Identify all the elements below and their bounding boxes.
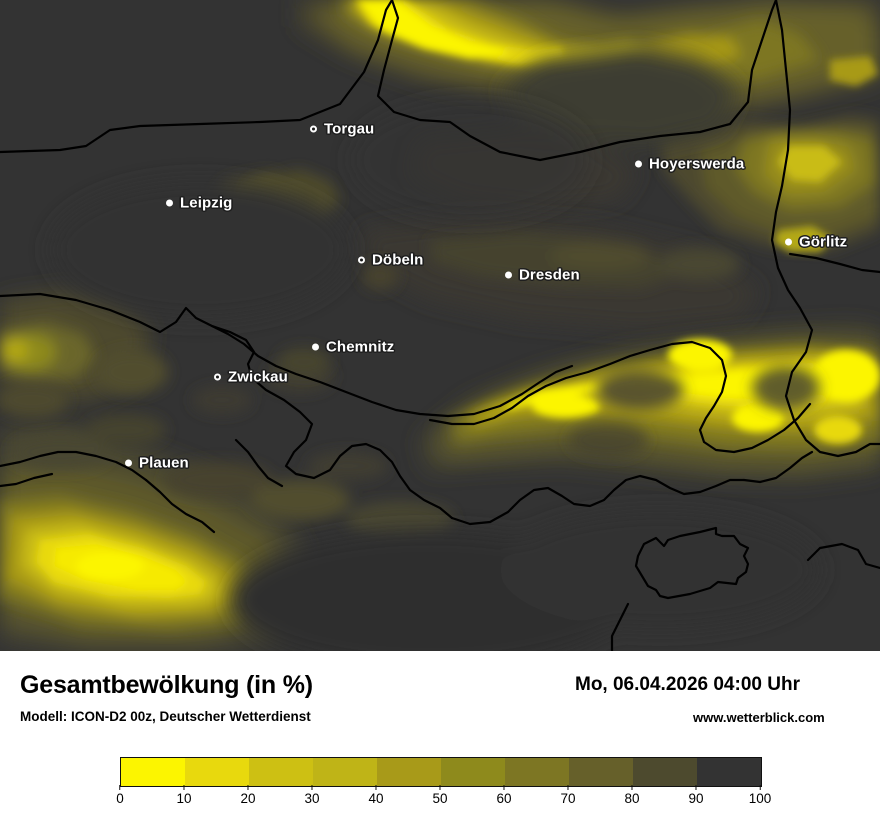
tick-label: 100: [748, 791, 772, 806]
scale-tick: 10: [176, 785, 192, 806]
tick-mark: [695, 785, 697, 790]
city-name: Dresden: [519, 266, 580, 284]
city-label-hoyerswerda[interactable]: Hoyerswerda: [635, 156, 744, 173]
city-label-plauen[interactable]: Plauen: [125, 455, 189, 472]
city-marker-icon: [310, 125, 317, 133]
city-label-zwickau[interactable]: Zwickau: [214, 369, 288, 386]
scale-tick: 50: [432, 785, 448, 806]
city-label-dresden[interactable]: Dresden: [505, 267, 580, 284]
city-marker-icon: [635, 160, 642, 168]
city-marker-icon: [785, 238, 792, 246]
city-label-doebeln[interactable]: Döbeln: [358, 252, 423, 269]
tick-label: 50: [432, 791, 448, 806]
tick-label: 80: [624, 791, 640, 806]
tick-mark: [119, 785, 121, 790]
tick-mark: [503, 785, 505, 790]
scale-tick: 30: [304, 785, 320, 806]
city-marker-icon: [166, 199, 173, 207]
scale-tick: 70: [560, 785, 576, 806]
scale-tick: 100: [748, 785, 772, 806]
tick-label: 10: [176, 791, 192, 806]
tick-mark: [247, 785, 249, 790]
tick-label: 90: [688, 791, 704, 806]
color-scale-ticks: 0 10 20 30 40 50 60 70 80 90 100: [116, 785, 771, 811]
cloud-cover-map[interactable]: Torgau Hoyerswerda Leipzig Görlitz Döbel…: [0, 0, 880, 651]
color-band-30-40: [313, 758, 377, 786]
color-band-70-80: [569, 758, 633, 786]
administrative-borders: [0, 0, 880, 651]
map-raster-and-borders: [0, 0, 880, 651]
tick-mark: [631, 785, 633, 790]
tick-label: 60: [496, 791, 512, 806]
cloud-field: [0, 0, 880, 651]
tick-mark: [375, 785, 377, 790]
scale-tick: 20: [240, 785, 256, 806]
page-title: Gesamtbewölkung (in %): [20, 671, 313, 699]
tick-label: 40: [368, 791, 384, 806]
tick-label: 20: [240, 791, 256, 806]
tick-mark: [567, 785, 569, 790]
color-band-60-70: [505, 758, 569, 786]
city-marker-icon: [358, 256, 365, 264]
city-marker-icon: [505, 271, 512, 279]
tick-mark: [183, 785, 185, 790]
city-label-torgau[interactable]: Torgau: [310, 121, 374, 138]
color-band-80-90: [633, 758, 697, 786]
city-marker-icon: [214, 373, 221, 381]
tick-mark: [759, 785, 761, 790]
city-name: Görlitz: [799, 233, 848, 251]
map-footer: Gesamtbewölkung (in %) Modell: ICON-D2 0…: [0, 651, 880, 830]
valid-datetime: Mo, 06.04.2026 04:00 Uhr: [575, 674, 800, 695]
city-label-chemnitz[interactable]: Chemnitz: [312, 339, 394, 356]
tick-mark: [439, 785, 441, 790]
tick-mark: [311, 785, 313, 790]
scale-tick: 80: [624, 785, 640, 806]
tick-label: 0: [116, 791, 124, 806]
city-name: Zwickau: [228, 368, 288, 386]
scale-tick: 90: [688, 785, 704, 806]
scale-tick: 0: [116, 785, 124, 806]
color-band-50-60: [441, 758, 505, 786]
city-label-goerlitz[interactable]: Görlitz: [785, 234, 847, 251]
city-name: Hoyerswerda: [649, 155, 745, 173]
scale-tick: 60: [496, 785, 512, 806]
color-band-90-100: [697, 758, 761, 786]
color-band-20-30: [249, 758, 313, 786]
city-name: Leipzig: [180, 194, 233, 212]
city-name: Döbeln: [372, 251, 424, 269]
city-label-leipzig[interactable]: Leipzig: [166, 195, 232, 212]
color-scale-bar: [120, 757, 762, 787]
model-subtitle: Modell: ICON-D2 00z, Deutscher Wetterdie…: [20, 709, 311, 724]
tick-label: 30: [304, 791, 320, 806]
tick-label: 70: [560, 791, 576, 806]
city-name: Plauen: [139, 454, 189, 472]
city-marker-icon: [125, 459, 132, 467]
color-band-0-10: [121, 758, 185, 786]
city-name: Chemnitz: [326, 338, 395, 356]
city-name: Torgau: [324, 120, 375, 138]
city-marker-icon: [312, 343, 319, 351]
scale-tick: 40: [368, 785, 384, 806]
color-band-40-50: [377, 758, 441, 786]
source-website: www.wetterblick.com: [693, 710, 825, 725]
color-band-10-20: [185, 758, 249, 786]
